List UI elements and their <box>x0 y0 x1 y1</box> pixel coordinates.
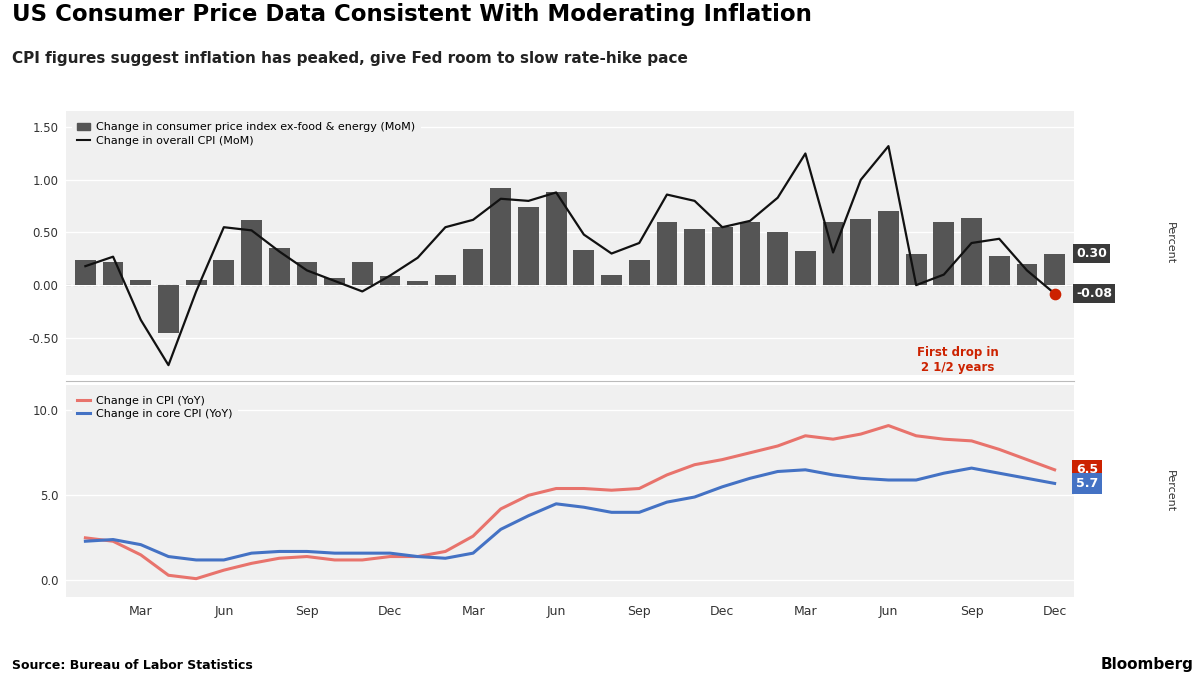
Bar <box>491 188 511 285</box>
Bar <box>794 251 816 285</box>
Bar <box>878 211 899 285</box>
Bar <box>324 277 346 285</box>
Text: 0.30: 0.30 <box>1076 247 1106 260</box>
Bar <box>186 280 206 285</box>
Text: Percent: Percent <box>1165 470 1175 512</box>
Text: Percent: Percent <box>1165 222 1175 264</box>
Bar <box>629 260 649 285</box>
Bar <box>989 256 1009 285</box>
Text: US Consumer Price Data Consistent With Moderating Inflation: US Consumer Price Data Consistent With M… <box>12 3 812 26</box>
Bar <box>767 232 788 285</box>
Text: First drop in
2 1/2 years: First drop in 2 1/2 years <box>917 346 998 374</box>
Bar <box>352 262 373 285</box>
Text: 5.7: 5.7 <box>1076 477 1098 490</box>
Bar <box>934 222 954 285</box>
Bar <box>601 275 622 285</box>
Bar <box>158 285 179 333</box>
Point <box>1045 288 1064 299</box>
Bar <box>684 230 704 285</box>
Bar <box>74 260 96 285</box>
Bar <box>407 281 428 285</box>
Legend: Change in CPI (YoY), Change in core CPI (YoY): Change in CPI (YoY), Change in core CPI … <box>72 390 238 425</box>
Bar <box>851 219 871 285</box>
Bar <box>1016 264 1037 285</box>
Bar <box>269 248 289 285</box>
Bar <box>379 275 401 285</box>
Bar <box>131 280 151 285</box>
Bar <box>1044 254 1066 285</box>
Bar <box>296 262 317 285</box>
Bar <box>546 192 566 285</box>
Bar <box>656 222 677 285</box>
Text: Source: Bureau of Labor Statistics: Source: Bureau of Labor Statistics <box>12 659 253 672</box>
Bar <box>241 220 262 285</box>
Bar <box>463 249 484 285</box>
Text: CPI figures suggest inflation has peaked, give Fed room to slow rate-hike pace: CPI figures suggest inflation has peaked… <box>12 51 688 65</box>
Text: Bloomberg: Bloomberg <box>1102 657 1194 672</box>
Bar <box>739 222 761 285</box>
Legend: Change in consumer price index ex-food & energy (MoM), Change in overall CPI (Mo: Change in consumer price index ex-food &… <box>72 117 421 151</box>
Bar <box>103 262 124 285</box>
Bar <box>712 227 733 285</box>
Text: 6.5: 6.5 <box>1076 463 1098 477</box>
Bar <box>518 207 539 285</box>
Bar <box>436 275 456 285</box>
Bar <box>574 250 594 285</box>
Bar <box>214 260 234 285</box>
Bar <box>906 254 926 285</box>
Bar <box>961 218 982 285</box>
Text: -0.08: -0.08 <box>1076 287 1112 300</box>
Bar <box>823 222 844 285</box>
